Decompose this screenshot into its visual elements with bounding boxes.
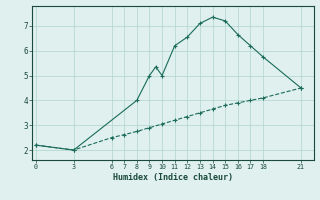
X-axis label: Humidex (Indice chaleur): Humidex (Indice chaleur) — [113, 173, 233, 182]
